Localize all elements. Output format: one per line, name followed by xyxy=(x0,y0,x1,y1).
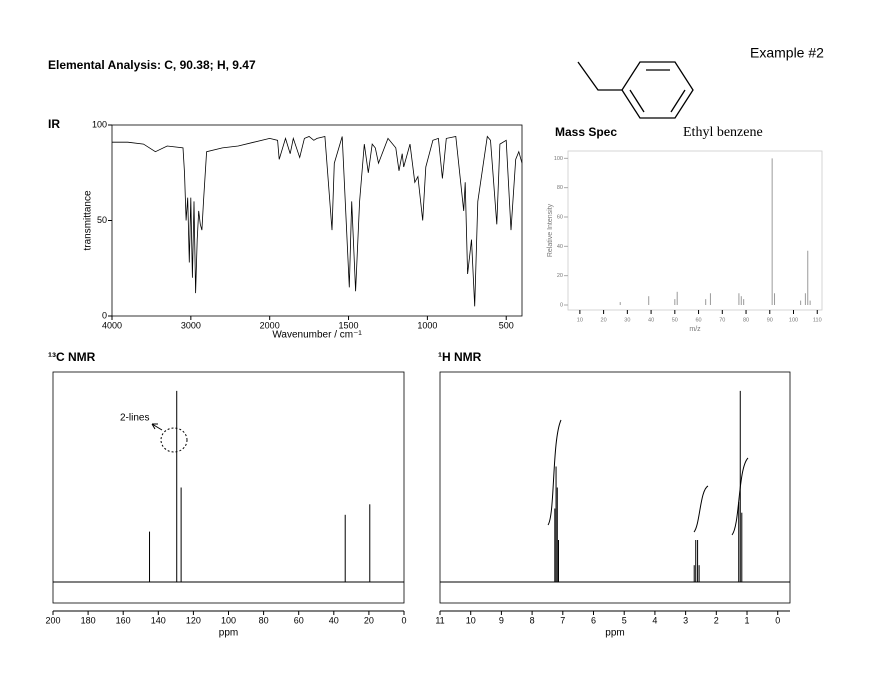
x-tick-label: 6 xyxy=(591,615,596,625)
x-tick-label: 120 xyxy=(186,615,201,625)
chart-title: Mass Spec xyxy=(555,125,617,139)
x-tick-label: 500 xyxy=(499,320,514,330)
chart-title: ¹³C NMR xyxy=(48,350,96,364)
integrals xyxy=(547,419,749,536)
plot-frame xyxy=(52,371,405,604)
x-tick-label: 40 xyxy=(329,615,339,625)
y-tick-label: 80 xyxy=(557,185,563,191)
plot-frame xyxy=(111,124,523,317)
x-tick-label: 80 xyxy=(743,317,749,323)
x-tick-label: 60 xyxy=(294,615,304,625)
y-tick-label: 40 xyxy=(557,244,563,250)
x-tick-label: 100 xyxy=(221,615,236,625)
x-tick-label: 3000 xyxy=(181,320,201,330)
spectrum-line xyxy=(112,135,523,307)
x-tick-label: 110 xyxy=(813,317,822,323)
x-axis-label: ppm xyxy=(219,628,238,639)
y-tick-label: 0 xyxy=(560,302,563,308)
y-tick-label: 0 xyxy=(102,310,107,320)
x-tick-label: 1000 xyxy=(417,320,437,330)
x-tick-label: 8 xyxy=(530,615,535,625)
chart-title: ¹H NMR xyxy=(438,350,482,364)
x-tick-label: 40 xyxy=(648,317,654,323)
x-tick-label: 80 xyxy=(259,615,269,625)
x-axis-label: Wavenumber / cm⁻¹ xyxy=(272,330,362,341)
structure xyxy=(577,61,694,119)
example-label: Example #2 xyxy=(750,45,824,61)
plot-frame xyxy=(567,150,823,311)
x-tick-label: 1500 xyxy=(339,320,359,330)
y-tick-label: 50 xyxy=(97,215,107,225)
plot-frame xyxy=(439,371,791,604)
chart-title: IR xyxy=(48,117,60,131)
y-tick-label: 60 xyxy=(557,214,563,220)
x-tick-label: 90 xyxy=(767,317,773,323)
annotation: 2-lines xyxy=(120,413,149,424)
x-tick-label: 11 xyxy=(435,615,444,625)
x-axis-label: m/z xyxy=(689,326,701,333)
x-tick-label: 4 xyxy=(652,615,657,625)
x-tick-label: 20 xyxy=(364,615,374,625)
x-tick-label: 50 xyxy=(672,317,678,323)
y-axis-label: transmittance xyxy=(83,190,94,250)
x-tick-label: 140 xyxy=(151,615,166,625)
x-tick-label: 180 xyxy=(81,615,96,625)
x-tick-label: 3 xyxy=(683,615,688,625)
x-tick-label: 5 xyxy=(622,615,627,625)
x-tick-label: 7 xyxy=(560,615,565,625)
compound-name: Ethyl benzene xyxy=(683,125,763,140)
x-tick-label: 2 xyxy=(714,615,719,625)
y-axis-label: Relative Intensity xyxy=(547,203,554,257)
x-tick-label: 20 xyxy=(601,317,607,323)
y-tick-label: 100 xyxy=(92,119,107,129)
x-tick-label: 200 xyxy=(45,615,60,625)
annotation-arrow xyxy=(151,423,163,431)
x-tick-label: 0 xyxy=(775,615,780,625)
x-tick-label: 10 xyxy=(466,615,476,625)
x-tick-label: 100 xyxy=(789,317,798,323)
x-tick-label: 70 xyxy=(719,317,725,323)
x-tick-label: 10 xyxy=(577,317,583,323)
x-tick-label: 60 xyxy=(695,317,701,323)
x-axis-label: ppm xyxy=(605,628,624,639)
x-tick-label: 0 xyxy=(401,615,406,625)
x-tick-label: 2000 xyxy=(260,320,280,330)
y-tick-label: 20 xyxy=(557,273,563,279)
x-tick-label: 1 xyxy=(745,615,750,625)
x-tick-label: 4000 xyxy=(102,320,122,330)
x-tick-label: 160 xyxy=(116,615,131,625)
annotation-circle xyxy=(160,427,188,453)
x-tick-label: 9 xyxy=(499,615,504,625)
y-tick-label: 100 xyxy=(554,156,563,162)
elemental-analysis: Elemental Analysis: C, 90.38; H, 9.47 xyxy=(48,58,256,72)
x-tick-label: 30 xyxy=(624,317,630,323)
